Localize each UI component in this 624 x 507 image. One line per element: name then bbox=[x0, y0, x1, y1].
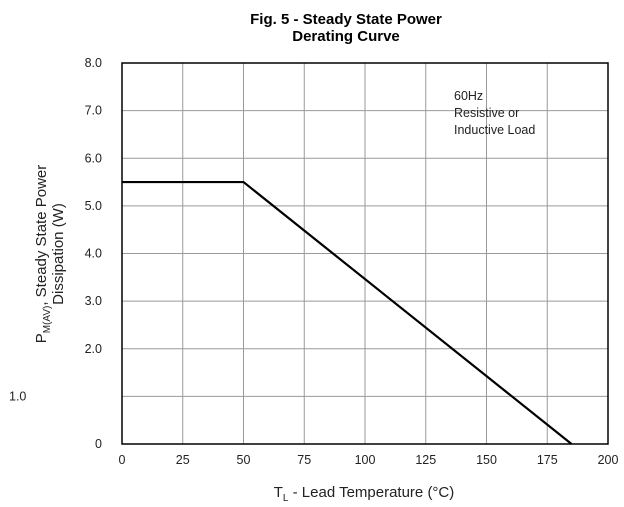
plot-area-border bbox=[121, 62, 609, 445]
chart-grid bbox=[122, 63, 608, 444]
x-axis-ticks: 0 25 50 75 100 125 150 175 200 bbox=[119, 453, 619, 467]
y-axis-label-subscript: M(AV) bbox=[42, 306, 53, 334]
y-axis-label-line-1: PM(AV), Steady State Power bbox=[33, 165, 53, 344]
x-tick-label: 0 bbox=[119, 453, 126, 467]
chart-title-line-1: Fig. 5 - Steady State Power bbox=[250, 11, 442, 28]
y-tick-label: 7.0 bbox=[85, 104, 102, 118]
x-tick-label: 100 bbox=[355, 453, 376, 467]
annotation-line-1: 60Hz bbox=[454, 89, 483, 103]
x-tick-label: 125 bbox=[415, 453, 436, 467]
x-axis-label: TL - Lead Temperature (°C) bbox=[274, 484, 455, 504]
y-tick-label: 5.0 bbox=[85, 199, 102, 213]
x-axis-label-rest: - Lead Temperature (°C) bbox=[288, 484, 454, 501]
x-axis-label-main: T bbox=[274, 484, 283, 501]
x-tick-label: 25 bbox=[176, 453, 190, 467]
y-axis-label-line-2: Dissipation (W) bbox=[50, 203, 67, 305]
x-tick-label: 150 bbox=[476, 453, 497, 467]
annotation-line-2: Resistive or bbox=[454, 106, 519, 120]
derating-curve-line bbox=[122, 180, 573, 445]
y-axis-label-main-prefix: P bbox=[33, 333, 50, 343]
y-tick-label: 0 bbox=[95, 437, 102, 451]
y-tick-label: 4.0 bbox=[85, 247, 102, 261]
x-axis-label-subscript: L bbox=[283, 493, 289, 504]
x-tick-label: 200 bbox=[598, 453, 619, 467]
x-tick-label: 75 bbox=[297, 453, 311, 467]
y-tick-label: 1.0 bbox=[9, 389, 26, 403]
y-tick-label: 8.0 bbox=[85, 56, 102, 70]
chart-title-line-2: Derating Curve bbox=[292, 28, 400, 45]
y-tick-label: 6.0 bbox=[85, 151, 102, 165]
y-tick-label: 2.0 bbox=[85, 342, 102, 356]
y-axis-label-main-rest: , Steady State Power bbox=[33, 165, 50, 306]
y-axis-label: PM(AV), Steady State Power Dissipation (… bbox=[33, 165, 67, 344]
annotation-line-3: Inductive Load bbox=[454, 123, 535, 137]
y-axis-ticks: 8.0 7.0 6.0 5.0 4.0 3.0 2.0 1.0 0 bbox=[9, 56, 102, 451]
x-tick-label: 175 bbox=[537, 453, 558, 467]
x-tick-label: 50 bbox=[237, 453, 251, 467]
chart-annotation: 60Hz Resistive or Inductive Load bbox=[454, 89, 535, 137]
y-tick-label: 3.0 bbox=[85, 294, 102, 308]
chart-series bbox=[122, 180, 573, 445]
